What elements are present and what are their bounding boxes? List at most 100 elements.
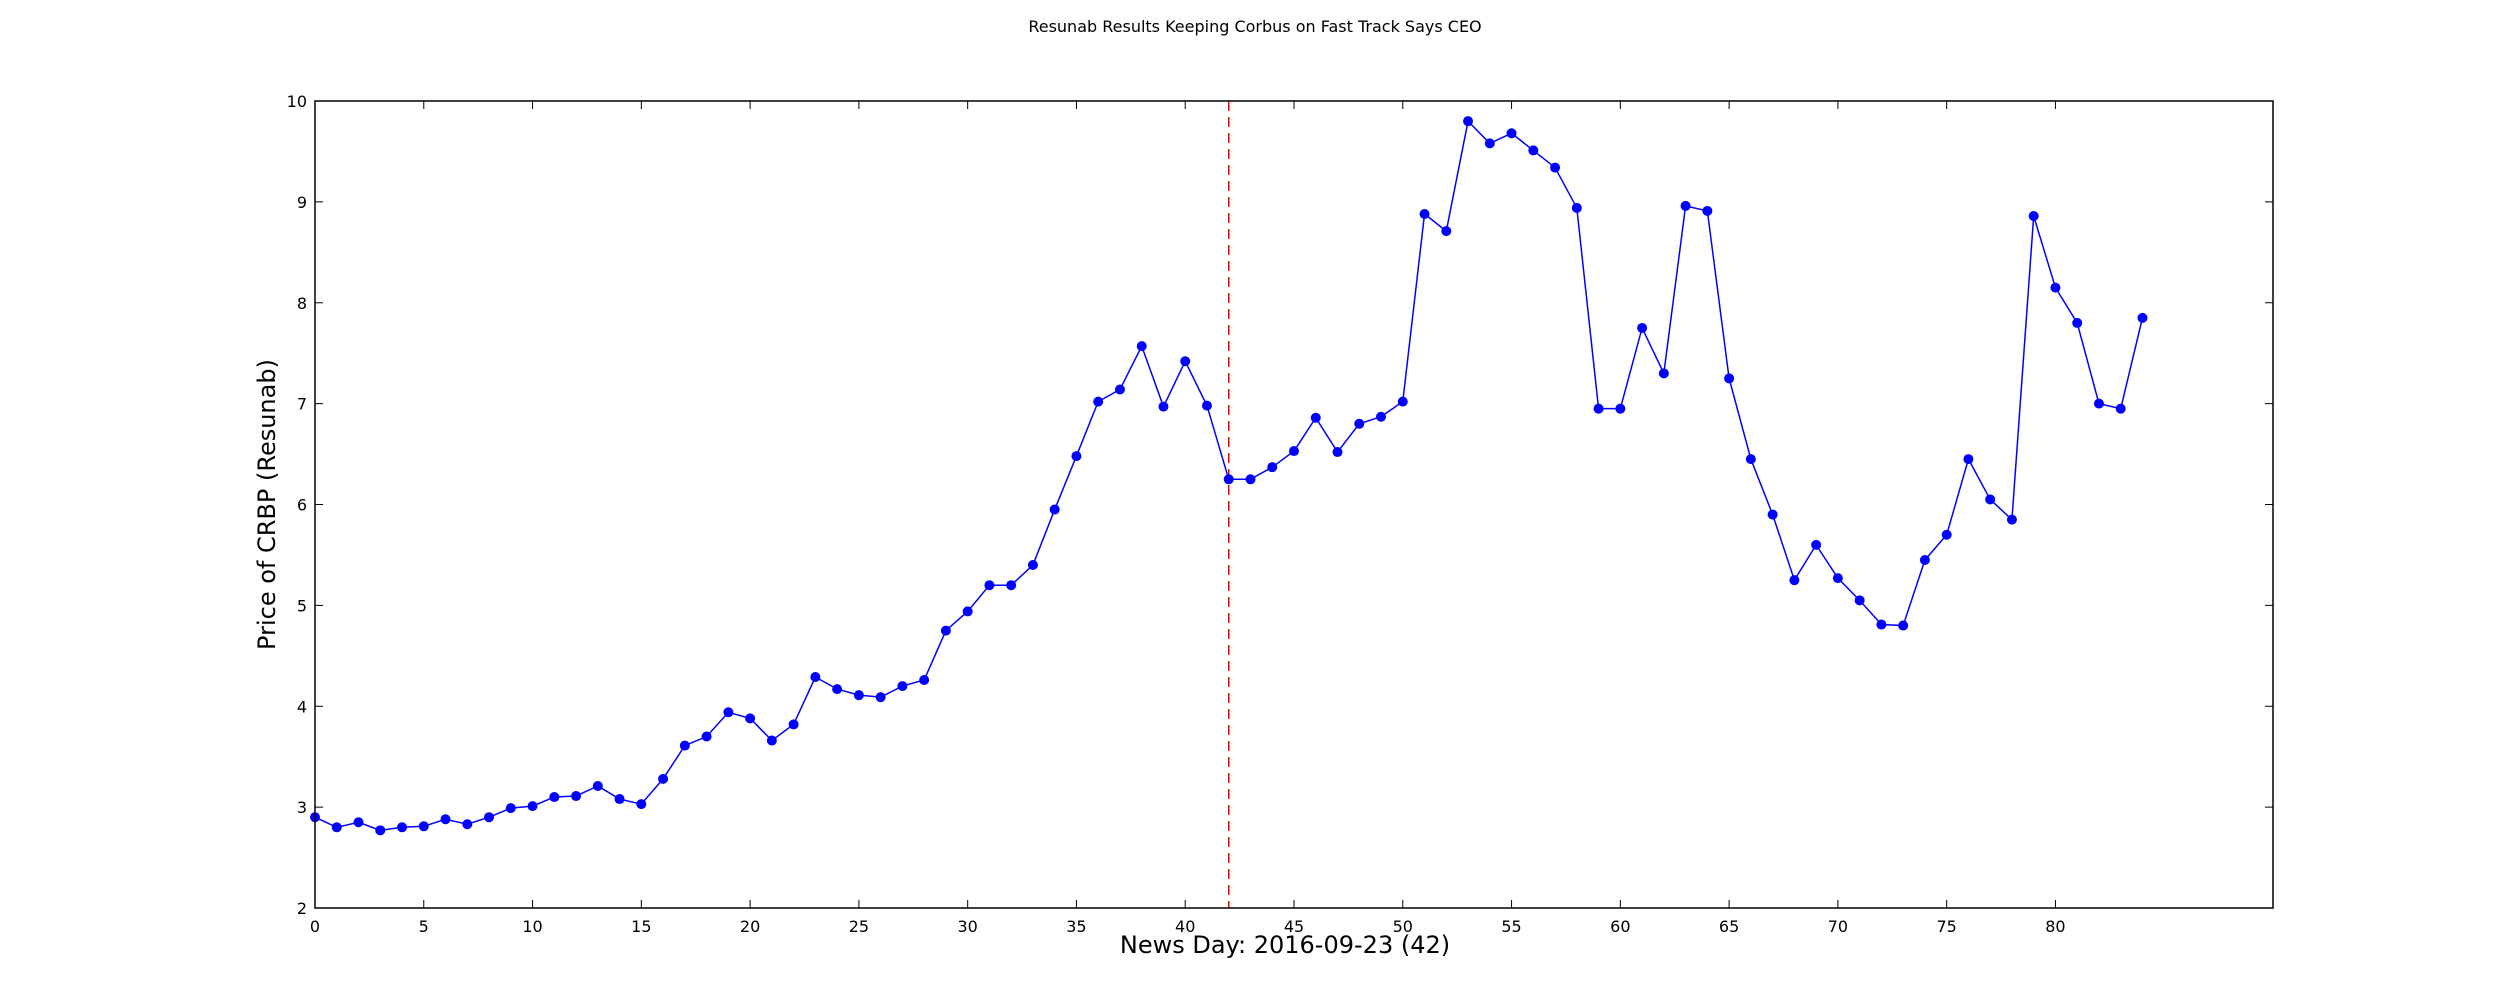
data-point [1071,451,1082,462]
data-point [1027,560,1038,571]
data-point [2006,514,2017,525]
data-point [1093,396,1104,407]
x-tick-label: 80 [2045,917,2065,936]
data-point [1201,400,1212,411]
data-point [788,719,799,730]
data-point [1745,454,1756,465]
x-axis-label: News Day: 2016-09-23 (42) [1120,931,1450,959]
x-tick-label: 30 [957,917,977,936]
data-point [549,792,560,803]
x-tick-label: 15 [631,917,651,936]
data-point [1767,509,1778,520]
data-point [875,692,886,703]
data-point [1593,403,1604,414]
plot-frame [314,100,2274,909]
data-point [940,625,951,636]
data-point [1506,128,1517,139]
data-point [1615,403,1626,414]
data-point [984,580,995,591]
data-point [1223,474,1234,485]
y-tick-label: 6 [297,496,307,515]
data-point [2028,210,2039,221]
data-point [1245,474,1256,485]
data-point [679,740,690,751]
data-point [810,671,821,682]
data-point [1702,205,1713,216]
data-point [1463,116,1474,127]
x-tick-label: 0 [310,917,320,936]
data-point [1637,322,1648,333]
data-point [1310,412,1321,423]
data-point [1049,504,1060,515]
data-point [1484,138,1495,149]
y-tick-label: 9 [297,193,307,212]
data-point [1658,368,1669,379]
data-point [418,821,429,832]
data-point [1006,580,1017,591]
data-point [962,606,973,617]
x-tick-label: 35 [1066,917,1086,936]
x-tick-label: 45 [1284,917,1304,936]
x-tick-label: 75 [1936,917,1956,936]
data-point [571,791,582,802]
data-point [1854,595,1865,606]
x-tick-label: 55 [1501,917,1521,936]
data-point [1724,373,1735,384]
data-point [1919,554,1930,565]
data-point [1397,396,1408,407]
data-point [1811,539,1822,550]
data-point [1289,446,1299,457]
y-tick-label: 5 [297,596,307,615]
data-point [1898,620,1909,631]
data-point [1832,573,1843,584]
data-point [2093,398,2104,409]
data-point [505,803,516,814]
data-point [1680,200,1691,211]
data-point [2072,317,2083,328]
y-axis-ticks: 2 3 4 5 6 7 8 9 10 [287,92,2273,918]
data-point [1419,208,1430,219]
data-point [919,675,930,686]
x-tick-label: 60 [1610,917,1630,936]
data-point [1963,454,1974,465]
data-point [1528,145,1539,156]
data-point [636,799,647,810]
x-tick-label: 25 [849,917,869,936]
data-point [701,731,712,742]
x-tick-label: 70 [1828,917,1848,936]
data-point [1876,619,1887,630]
data-point [1114,384,1125,395]
y-tick-label: 8 [297,294,307,313]
data-point [1941,529,1952,540]
y-tick-label: 7 [297,395,307,414]
data-point [2115,403,2126,414]
data-point [897,681,908,692]
data-point [2050,282,2061,293]
data-point [1789,575,1800,586]
data-point [462,819,473,830]
data-point [745,713,756,724]
data-point [1354,418,1365,429]
data-point [375,825,386,836]
data-point [397,822,408,833]
data-point [353,817,364,828]
x-tick-label: 10 [522,917,542,936]
y-tick-label: 3 [297,798,307,817]
y-tick-label: 4 [297,697,307,716]
data-point [1571,202,1582,213]
data-point [1376,411,1387,422]
data-point [1985,494,1996,505]
data-point [1136,341,1147,352]
data-point [2137,312,2148,323]
data-point [832,684,843,695]
data-point [853,690,864,701]
x-tick-label: 50 [1393,917,1413,936]
plot-area [310,101,2148,908]
data-point [658,773,669,784]
data-point [1158,401,1169,412]
data-point [723,707,734,718]
x-tick-label: 40 [1175,917,1195,936]
data-point [1550,162,1561,173]
